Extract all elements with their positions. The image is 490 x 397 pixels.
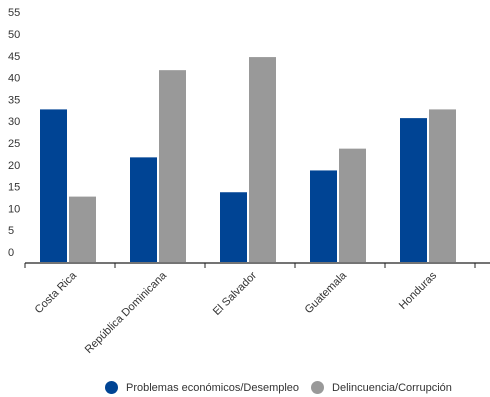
x-category-label: Honduras bbox=[397, 269, 440, 312]
bar-series-1-0[interactable] bbox=[40, 109, 67, 263]
x-category-label: República Dominicana bbox=[83, 269, 170, 356]
y-tick-label: 55 bbox=[8, 7, 20, 19]
y-tick-label: 20 bbox=[8, 160, 20, 172]
bar-series-1-1[interactable] bbox=[130, 157, 157, 262]
legend: Problemas económicos/Desempleo Delincuen… bbox=[105, 381, 464, 394]
y-tick-label: 5 bbox=[8, 225, 14, 237]
bar-series-2-0[interactable] bbox=[69, 196, 96, 262]
legend-label-series-2: Delincuencia/Corrupción bbox=[332, 381, 452, 394]
x-category-label: Costa Rica bbox=[33, 269, 80, 316]
x-category-label: El Salvador bbox=[211, 269, 259, 317]
bar-series-1-3[interactable] bbox=[310, 170, 337, 262]
y-tick-label: 15 bbox=[8, 182, 20, 194]
bars bbox=[40, 57, 456, 263]
y-tick-label: 35 bbox=[8, 94, 20, 106]
legend-label-series-1: Problemas económicos/Desempleo bbox=[126, 381, 300, 394]
bar-series-2-4[interactable] bbox=[429, 109, 456, 263]
legend-swatch-series-1 bbox=[105, 381, 118, 394]
x-category-label: Guatemala bbox=[303, 269, 350, 316]
y-tick-label: 10 bbox=[8, 203, 20, 215]
bar-series-2-3[interactable] bbox=[339, 148, 366, 262]
bar-series-1-4[interactable] bbox=[400, 118, 427, 263]
y-tick-label: 30 bbox=[8, 116, 20, 128]
legend-swatch-series-2 bbox=[311, 381, 325, 394]
y-tick-label: 45 bbox=[8, 51, 20, 63]
y-tick-label: 0 bbox=[8, 247, 14, 259]
y-tick-label: 50 bbox=[8, 29, 20, 41]
y-tick-label: 40 bbox=[8, 73, 20, 85]
bar-series-1-2[interactable] bbox=[220, 192, 247, 262]
legend-item-series-2[interactable]: Delincuencia/Corrupción bbox=[311, 381, 452, 394]
bar-series-2-1[interactable] bbox=[159, 70, 186, 262]
x-axis-ticks bbox=[24, 263, 476, 268]
bar-series-2-2[interactable] bbox=[249, 57, 276, 262]
x-axis-category-labels: Costa Rica República Dominicana El Salvado… bbox=[33, 269, 440, 356]
legend-item-series-1[interactable]: Problemas económicos/Desempleo bbox=[105, 381, 299, 394]
y-tick-label: 25 bbox=[8, 138, 20, 150]
y-axis-tick-labels: 0 5 10 15 20 25 30 35 40 45 50 55 bbox=[8, 7, 20, 259]
